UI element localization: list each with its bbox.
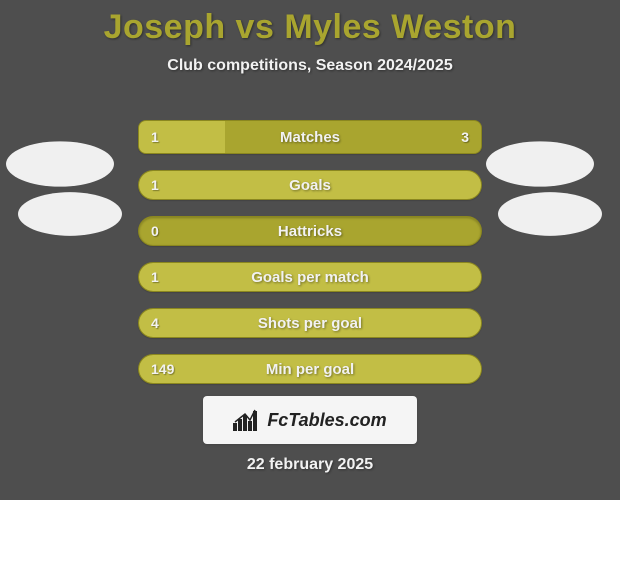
player-ellipse bbox=[498, 192, 602, 236]
stat-row: 1Goals bbox=[138, 170, 482, 200]
stat-label: Goals bbox=[139, 177, 481, 194]
brand-badge: FcTables.com bbox=[203, 396, 417, 444]
footer-date: 22 february 2025 bbox=[0, 456, 620, 474]
stat-label: Goals per match bbox=[139, 269, 481, 286]
brand-text: FcTables.com bbox=[267, 410, 386, 431]
subtitle: Club competitions, Season 2024/2025 bbox=[0, 57, 620, 75]
stat-row: 13Matches bbox=[138, 120, 482, 154]
stat-label: Hattricks bbox=[139, 223, 481, 240]
page-title: Joseph vs Myles Weston bbox=[0, 0, 620, 47]
stat-row: 0Hattricks bbox=[138, 216, 482, 246]
comparison-panel: Joseph vs Myles Weston Club competitions… bbox=[0, 0, 620, 500]
player-ellipse bbox=[486, 141, 594, 186]
stat-label: Min per goal bbox=[139, 361, 481, 378]
stat-row: 1Goals per match bbox=[138, 262, 482, 292]
stat-label: Matches bbox=[139, 129, 481, 146]
stat-row: 4Shots per goal bbox=[138, 308, 482, 338]
stats-chart: 13Matches 1Goals 0Hattricks 1Goals per matc… bbox=[138, 120, 482, 400]
brand-bars-icon bbox=[233, 409, 261, 431]
player-ellipse bbox=[6, 141, 114, 186]
player-ellipse bbox=[18, 192, 122, 236]
stat-row: 149Min per goal bbox=[138, 354, 482, 384]
stat-label: Shots per goal bbox=[139, 315, 481, 332]
